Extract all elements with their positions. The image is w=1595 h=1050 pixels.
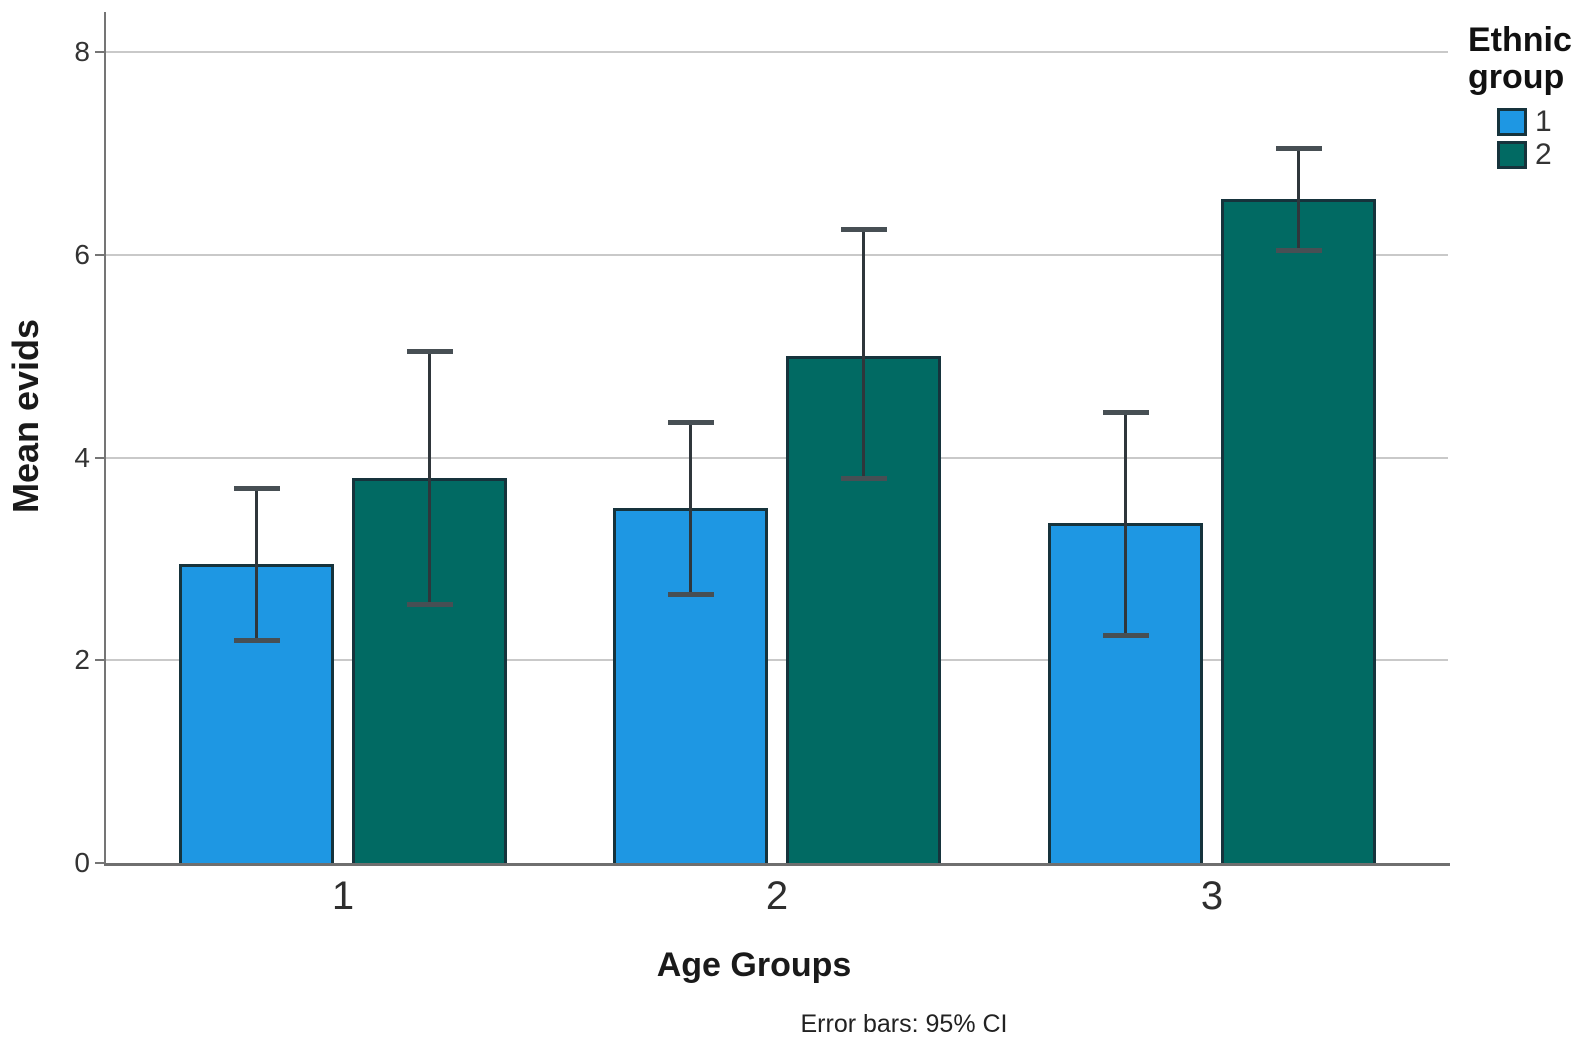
- x-tick-label-2: 2: [765, 874, 789, 918]
- y-tick-8: [95, 51, 104, 53]
- y-tick-label-0: 0: [74, 847, 90, 878]
- y-tick-6: [95, 253, 104, 256]
- gridline-y4: [106, 456, 1448, 459]
- legend-swatch-1: [1497, 108, 1527, 136]
- error-bar-group1-series2: [428, 351, 431, 605]
- legend-swatch-2: [1497, 141, 1527, 169]
- error-cap-bottom-group3-series1: [1102, 632, 1149, 638]
- y-axis-title: Mean evids: [5, 319, 47, 513]
- legend-item-2: 2: [1497, 138, 1552, 171]
- error-bar-group2-series1: [689, 422, 692, 595]
- y-tick-label-8: 8: [74, 36, 90, 67]
- gridline-y2: [106, 659, 1448, 662]
- x-tick-label-1: 1: [331, 874, 355, 918]
- legend-item-label-1: 1: [1535, 105, 1552, 138]
- x-tick-label-3: 3: [1200, 874, 1224, 918]
- error-cap-top-group1-series2: [406, 349, 453, 355]
- y-tick-4: [95, 456, 104, 459]
- error-bar-group3-series1: [1124, 411, 1127, 635]
- error-cap-top-group3-series2: [1275, 146, 1322, 152]
- y-tick-label-6: 6: [74, 238, 90, 270]
- error-cap-top-group2-series2: [840, 227, 887, 233]
- error-cap-bottom-group2-series1: [667, 592, 714, 598]
- error-cap-top-group3-series1: [1102, 409, 1149, 415]
- error-bars-footnote: Error bars: 95% CI: [800, 1010, 1008, 1038]
- y-axis-title-text: Mean evids: [5, 318, 46, 514]
- error-cap-bottom-group1-series1: [233, 637, 280, 643]
- bar-group3-series2: [1221, 198, 1376, 863]
- gridline-y6: [106, 253, 1448, 256]
- y-tick-label-4: 4: [74, 441, 90, 473]
- y-tick-2: [95, 659, 104, 662]
- error-bar-group3-series2: [1297, 148, 1300, 250]
- x-axis-title: Age Groups: [656, 946, 852, 984]
- error-cap-bottom-group2-series2: [840, 475, 887, 481]
- error-cap-bottom-group1-series2: [406, 602, 453, 608]
- error-cap-top-group1-series1: [233, 485, 280, 491]
- x-axis-line: [104, 863, 1450, 866]
- y-axis-line: [104, 12, 106, 863]
- error-bar-group1-series1: [255, 487, 258, 640]
- bar-group2-series2: [786, 356, 941, 863]
- legend-item-label-2: 2: [1535, 138, 1552, 171]
- legend-item-1: 1: [1497, 105, 1552, 138]
- error-cap-bottom-group3-series2: [1275, 247, 1322, 253]
- y-tick-0: [95, 862, 104, 864]
- legend-title: Ethnic group: [1468, 21, 1572, 96]
- y-tick-label-2: 2: [74, 644, 90, 676]
- error-bar-group2-series2: [862, 229, 865, 478]
- gridline-y8: [106, 51, 1448, 53]
- error-cap-top-group2-series1: [667, 420, 714, 426]
